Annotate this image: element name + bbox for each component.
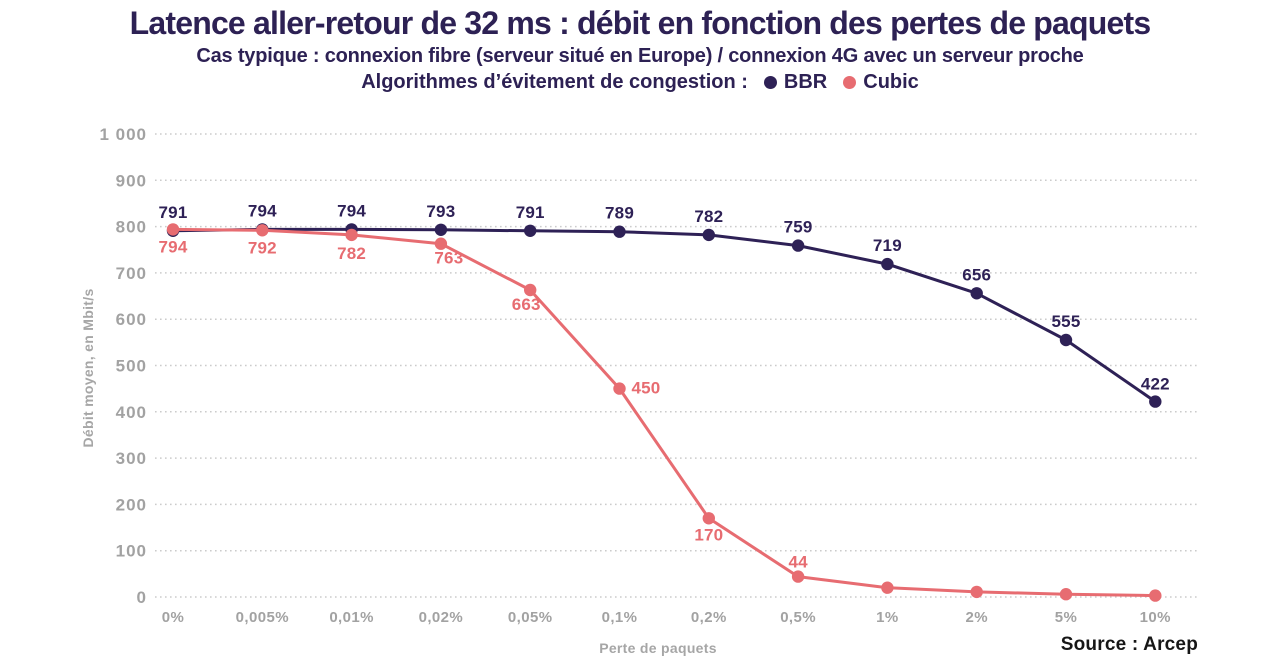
cubic-dot-icon (843, 75, 857, 89)
source-credit: Source : Arcep (1060, 634, 1198, 655)
point-label-cubic: 792 (248, 238, 277, 257)
series-line-bbr (171, 227, 1157, 404)
data-point-bbr (702, 228, 715, 242)
data-point-cubic (524, 283, 537, 297)
y-tick-label: 0 (137, 588, 147, 607)
chart-legend: Algorithmes d’évitement de congestion : … (0, 71, 1280, 94)
legend-label-bbr: BBR (783, 70, 828, 93)
point-label-bbr: 791 (516, 203, 545, 222)
point-label-bbr: 794 (337, 201, 366, 220)
point-label-cubic: 170 (694, 525, 723, 544)
series-line-cubic (171, 227, 1157, 598)
data-point-cubic (881, 581, 894, 594)
chart-subtitle: Cas typique : connexion fibre (serveur s… (196, 44, 1084, 67)
point-label-bbr: 759 (784, 218, 813, 237)
point-label-bbr: 782 (694, 207, 723, 226)
data-point-bbr (970, 287, 983, 300)
y-tick-label: 800 (116, 218, 147, 237)
legend-prefix: Algorithmes d’évitement de congestion : (361, 70, 748, 93)
point-label-cubic: 794 (159, 237, 188, 256)
legend-item-bbr: BBR (763, 70, 828, 94)
point-label-bbr: 793 (426, 202, 455, 221)
data-point-cubic (613, 382, 626, 395)
legend-item-cubic: Cubic (843, 71, 919, 94)
data-point-cubic (702, 512, 715, 525)
x-tick-label: 0,2% (691, 609, 727, 626)
data-point-cubic (1059, 588, 1073, 601)
x-tick-label: 5% (1055, 609, 1077, 626)
point-label-bbr: 791 (159, 203, 188, 222)
point-label-bbr: 555 (1052, 312, 1081, 331)
x-tick-label: 0,5% (780, 609, 816, 626)
x-tick-label: 0,1% (602, 609, 638, 626)
y-tick-label: 100 (116, 542, 147, 561)
y-tick-label: 900 (116, 171, 147, 190)
point-label-bbr: 422 (1141, 375, 1170, 394)
y-tick-label: 200 (116, 495, 147, 514)
data-point-cubic (791, 570, 805, 583)
point-label-bbr: 656 (962, 265, 991, 284)
x-tick-label: 10% (1140, 609, 1171, 626)
data-point-cubic (970, 585, 983, 599)
data-point-cubic (166, 223, 180, 236)
x-tick-label: 1% (876, 609, 898, 626)
x-tick-label: 2% (965, 609, 987, 626)
page-title: Latence aller-retour de 32 ms : débit en… (129, 5, 1152, 41)
y-axis-title: Débit moyen, en Mbit/s (80, 288, 96, 447)
point-label-cubic: 450 (632, 379, 661, 398)
data-point-cubic (256, 224, 269, 237)
data-point-bbr (1149, 395, 1162, 408)
x-tick-label: 0,005% (236, 609, 289, 626)
y-tick-label: 700 (116, 264, 147, 283)
x-tick-label: 0,01% (329, 609, 374, 626)
data-point-cubic (345, 228, 358, 242)
y-tick-label: 400 (116, 403, 147, 422)
data-point-bbr (1059, 333, 1073, 347)
data-point-cubic (434, 237, 448, 250)
data-point-bbr (791, 239, 805, 252)
data-point-bbr (613, 225, 626, 238)
x-tick-label: 0% (162, 609, 184, 626)
point-label-cubic: 763 (434, 249, 463, 268)
chart-header: Latence aller-retour de 32 ms : débit en… (0, 5, 1280, 94)
y-tick-label: 500 (116, 357, 147, 376)
y-tick-label: 600 (116, 310, 147, 329)
x-axis-title: Perte de paquets (599, 640, 717, 656)
y-tick-label: 1 000 (99, 125, 147, 144)
point-label-bbr: 789 (605, 204, 634, 223)
point-label-bbr: 719 (873, 236, 902, 255)
data-point-cubic (1149, 589, 1162, 602)
legend-label-cubic: Cubic (863, 70, 919, 93)
data-point-bbr (524, 224, 537, 237)
y-tick-label: 300 (116, 449, 147, 468)
point-label-bbr: 794 (248, 201, 277, 220)
bbr-dot-icon (763, 75, 777, 89)
data-point-bbr (434, 223, 448, 236)
point-label-cubic: 663 (512, 295, 541, 314)
x-tick-label: 0,05% (508, 609, 553, 626)
point-label-cubic: 44 (788, 553, 808, 572)
x-tick-label: 0,02% (419, 609, 464, 626)
point-label-cubic: 782 (337, 244, 366, 263)
data-point-bbr (881, 257, 894, 271)
